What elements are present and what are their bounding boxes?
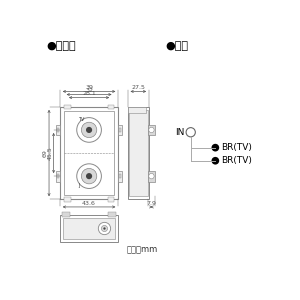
Bar [56,171,60,182]
Circle shape [212,144,219,152]
Bar [108,197,114,202]
Text: J: J [78,183,80,188]
Circle shape [77,118,101,142]
Circle shape [86,173,92,179]
Text: 69: 69 [43,149,48,157]
Bar [119,128,122,132]
Bar [63,218,115,238]
Circle shape [212,157,219,165]
Circle shape [103,227,106,230]
Circle shape [98,222,111,235]
Text: 43.6: 43.6 [82,201,96,206]
Bar [56,124,60,135]
Text: 32: 32 [85,88,93,93]
Bar [64,197,70,202]
Circle shape [101,225,108,232]
Text: 7.9: 7.9 [146,201,156,206]
Circle shape [81,122,97,138]
Circle shape [186,128,195,137]
Bar [118,124,122,135]
Bar [148,124,155,135]
Bar [60,107,118,199]
Circle shape [81,168,97,184]
Text: 39: 39 [85,85,93,90]
Bar [148,171,155,182]
Bar [128,107,149,199]
Bar [62,212,70,217]
Bar [108,212,116,217]
Bar [118,171,122,182]
Bar [64,111,115,195]
Circle shape [149,173,154,179]
Text: TV: TV [78,117,85,122]
Text: 28.1: 28.1 [82,92,96,96]
Text: 単位：mm: 単位：mm [127,245,158,254]
Bar [108,104,114,109]
Circle shape [149,127,154,133]
Text: ●寸法図: ●寸法図 [46,41,76,51]
Bar [57,128,59,132]
Bar [129,110,148,196]
Text: 27.5: 27.5 [131,85,145,90]
Circle shape [77,164,101,188]
Text: ●回路: ●回路 [165,41,188,51]
Bar [64,104,70,109]
Text: 45.5: 45.5 [47,146,52,160]
Bar [128,107,146,113]
Text: BR(TV): BR(TV) [221,143,252,152]
Bar [57,174,59,178]
Text: BR(TV): BR(TV) [221,156,252,165]
Bar [60,214,118,242]
Circle shape [86,127,92,133]
Text: IN: IN [175,128,184,137]
Bar [119,174,122,178]
